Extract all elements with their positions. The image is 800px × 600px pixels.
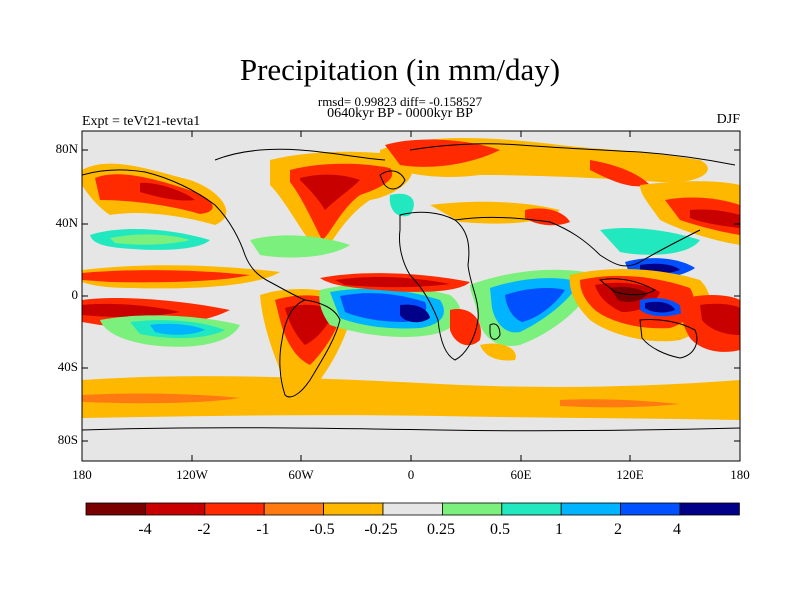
- colorbar-label: 0.25: [427, 521, 455, 538]
- colorbar-swatch: [620, 502, 681, 516]
- period-text: 0640kyr BP - 0000kyr BP: [327, 106, 473, 121]
- lat-label-40s: 40S: [57, 359, 78, 374]
- coastlines: [82, 143, 740, 432]
- colorbar-swatch: [144, 502, 206, 516]
- lon-label-180w: 180: [72, 467, 92, 482]
- lat-label-80n: 80N: [55, 141, 78, 156]
- colorbar-label: -0.5: [309, 521, 335, 538]
- colorbar-swatch: [204, 502, 265, 516]
- stats-text: rmsd= 0.99823 diff= -0.158527: [317, 94, 483, 109]
- colorbar-swatch: [501, 502, 562, 516]
- colorbar-label: 4: [673, 521, 681, 538]
- lon-label-60e: 60E: [510, 467, 532, 482]
- lon-label-0: 0: [407, 467, 415, 482]
- season-label: DJF: [716, 112, 740, 127]
- colorbar-swatch: [560, 502, 622, 516]
- anomaly-field: [82, 138, 740, 461]
- colorbar-label: -1: [256, 521, 270, 538]
- map-title: Precipitation (in mm/day): [239, 52, 561, 87]
- colorbar-label: 0.5: [490, 521, 510, 538]
- colorbar-swatch: [382, 502, 443, 516]
- colorbar-swatch: [679, 502, 740, 516]
- colorbar-label: 1: [555, 521, 563, 538]
- lat-label-80s: 80S: [57, 432, 78, 447]
- colorbar-swatch: [263, 502, 325, 516]
- colorbar-label: -4: [138, 521, 152, 538]
- experiment-label: Expt = teVt21-tevta1: [82, 114, 201, 129]
- lon-label-180e: 180: [730, 467, 750, 482]
- colorbar-label: -0.25: [364, 521, 398, 538]
- lon-label-120w: 120W: [176, 467, 208, 482]
- colorbar: [85, 502, 740, 516]
- colorbar-label: -2: [197, 521, 211, 538]
- axis-ticks: [81, 131, 741, 461]
- colorbar-swatch: [85, 502, 146, 516]
- colorbar-label: 2: [614, 521, 622, 538]
- lon-label-60w: 60W: [288, 467, 314, 482]
- lat-label-0: 0: [71, 287, 79, 302]
- colorbar-swatch: [323, 502, 384, 516]
- lat-label-40n: 40N: [55, 215, 78, 230]
- lon-label-120e: 120E: [616, 467, 644, 482]
- colorbar-swatch: [441, 502, 503, 516]
